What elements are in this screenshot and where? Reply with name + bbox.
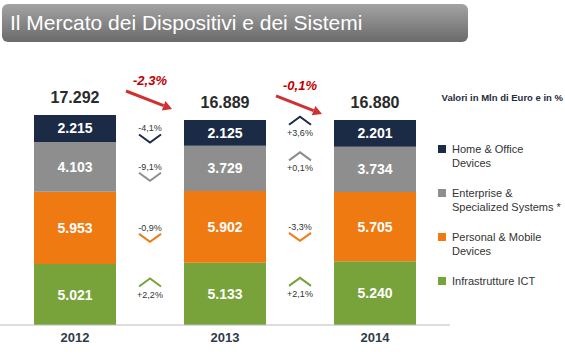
svg-text:-9,1%: -9,1% — [138, 162, 162, 172]
svg-text:17.292: 17.292 — [51, 89, 100, 106]
svg-text:2.201: 2.201 — [357, 125, 392, 141]
svg-text:2.215: 2.215 — [57, 120, 92, 136]
html-text:Enterprise & Specialized Syste: Enterprise & Specialized Systems * — [452, 187, 561, 213]
svg-text:2013: 2013 — [211, 330, 240, 345]
svg-text:5.953: 5.953 — [57, 220, 92, 236]
svg-text:+0,1%: +0,1% — [287, 163, 313, 173]
html-text:Valori in Mln di Euro e in %: Valori in Mln di Euro e in % — [441, 92, 563, 103]
html-text:Personal & Mobile Devices: Personal & Mobile Devices — [452, 231, 542, 257]
svg-text:5.240: 5.240 — [357, 285, 392, 301]
html-text:Il Mercato dei Dispositivi e d: Il Mercato dei Dispositivi e dei Sistemi — [10, 11, 363, 34]
svg-text:+2,1%: +2,1% — [287, 289, 313, 299]
svg-text:2014: 2014 — [361, 330, 391, 345]
svg-text:3.729: 3.729 — [207, 160, 242, 176]
svg-text:-4,1%: -4,1% — [138, 123, 162, 133]
svg-text:2.125: 2.125 — [207, 125, 242, 141]
svg-text:4.103: 4.103 — [57, 159, 92, 175]
svg-text:5.902: 5.902 — [207, 219, 242, 235]
svg-text:5.133: 5.133 — [207, 286, 242, 302]
svg-text:3.734: 3.734 — [357, 161, 392, 177]
svg-text:16.889: 16.889 — [201, 94, 250, 111]
svg-text:5.705: 5.705 — [357, 219, 392, 235]
svg-text:-2,3%: -2,3% — [133, 73, 167, 88]
svg-text:+2,2%: +2,2% — [137, 290, 163, 300]
svg-text:16.880: 16.880 — [351, 94, 400, 111]
html-text:Infrastrutture ICT: Infrastrutture ICT — [452, 275, 536, 287]
svg-text:2012: 2012 — [61, 330, 90, 345]
svg-text:-0,1%: -0,1% — [283, 78, 317, 93]
svg-text:-3,3%: -3,3% — [288, 222, 312, 232]
svg-text:-0,9%: -0,9% — [138, 223, 162, 233]
svg-text:+3,6%: +3,6% — [287, 128, 313, 138]
svg-text:5.021: 5.021 — [57, 287, 92, 303]
html-text:Home & Office Devices: Home & Office Devices — [452, 143, 524, 169]
